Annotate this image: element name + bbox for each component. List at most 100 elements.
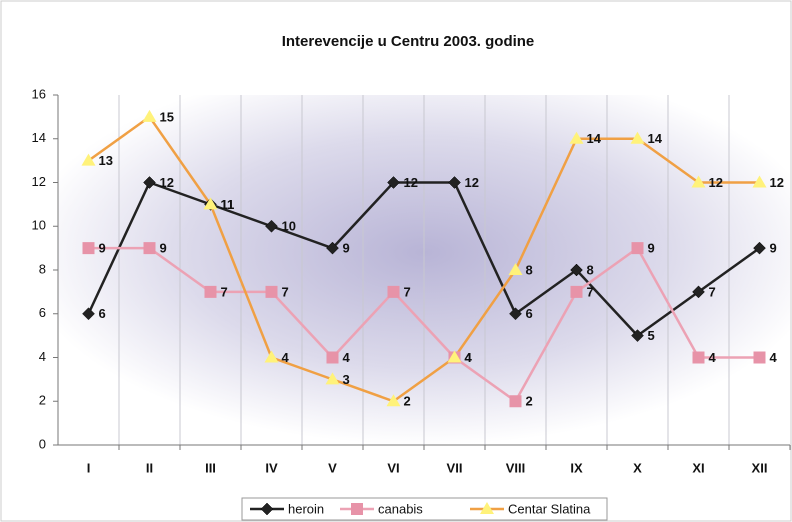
data-label: 9 <box>99 241 106 256</box>
marker <box>326 351 339 364</box>
marker <box>265 285 278 298</box>
marker <box>143 176 156 189</box>
y-tick-label: 16 <box>32 86 46 101</box>
data-label: 4 <box>343 350 351 365</box>
x-tick-label: XII <box>752 460 768 475</box>
data-label: 14 <box>587 131 602 146</box>
marker <box>142 109 157 122</box>
marker <box>326 241 339 255</box>
marker <box>569 131 584 144</box>
legend-marker <box>260 502 274 516</box>
marker <box>691 175 706 188</box>
data-label: 11 <box>221 197 235 212</box>
data-label: 4 <box>770 350 778 365</box>
data-label: 7 <box>587 284 594 299</box>
marker <box>387 176 400 189</box>
marker <box>448 176 461 189</box>
legend-label: Centar Slatina <box>508 501 591 516</box>
data-label: 9 <box>160 241 167 256</box>
x-tick-label: IX <box>570 460 583 475</box>
x-tick-label: V <box>328 460 337 475</box>
marker <box>265 219 278 233</box>
marker <box>203 197 218 210</box>
marker <box>509 395 522 408</box>
data-label: 2 <box>526 394 533 409</box>
data-label: 6 <box>526 306 533 321</box>
marker <box>82 307 95 321</box>
series-line <box>87 115 760 403</box>
data-label: 12 <box>404 175 418 190</box>
marker <box>570 263 583 277</box>
chart-title: Interevencije u Centru 2003. godine <box>282 33 535 50</box>
y-tick-label: 6 <box>39 305 46 320</box>
data-label: 9 <box>648 241 655 256</box>
marker <box>753 351 766 364</box>
legend-marker <box>351 503 363 515</box>
data-label: 4 <box>465 350 473 365</box>
x-tick-label: VIII <box>506 460 526 475</box>
marker <box>630 131 645 144</box>
legend-label: heroin <box>288 501 324 516</box>
data-label: 8 <box>526 262 533 277</box>
data-label: 4 <box>465 350 473 365</box>
data-label: 7 <box>221 284 228 299</box>
data-label: 4 <box>709 350 717 365</box>
series-line <box>87 180 761 338</box>
x-tick-label: I <box>87 460 91 475</box>
data-label: 7 <box>404 284 411 299</box>
data-label: 12 <box>770 175 784 190</box>
x-tick-label: XI <box>692 460 704 475</box>
marker <box>325 372 340 385</box>
marker <box>387 285 400 298</box>
marker <box>631 329 644 342</box>
y-tick-label: 4 <box>39 349 46 364</box>
legend-marker <box>480 502 494 514</box>
data-label: 11 <box>221 197 235 212</box>
data-label: 14 <box>648 131 663 146</box>
data-label: 15 <box>160 109 174 124</box>
data-label: 10 <box>282 219 296 234</box>
data-label: 13 <box>99 153 113 168</box>
marker <box>631 242 644 255</box>
x-tick-label: X <box>633 460 642 475</box>
x-tick-label: II <box>146 460 153 475</box>
data-label: 7 <box>709 284 716 299</box>
marker <box>204 285 217 298</box>
marker <box>82 242 95 255</box>
series-line <box>88 246 760 404</box>
marker <box>264 350 279 363</box>
data-label: 9 <box>770 241 777 256</box>
y-tick-label: 2 <box>39 393 46 408</box>
x-tick-label: VI <box>387 460 399 475</box>
marker <box>692 351 705 364</box>
x-tick-label: IV <box>265 460 278 475</box>
marker <box>143 242 156 255</box>
marker <box>386 394 401 407</box>
data-label: 6 <box>99 306 106 321</box>
marker <box>447 350 462 363</box>
marker <box>570 285 583 298</box>
data-label: 4 <box>282 350 290 365</box>
data-label: 12 <box>465 175 479 190</box>
legend-label: canabis <box>378 501 423 516</box>
data-label: 2 <box>404 394 411 409</box>
data-label: 8 <box>587 262 594 277</box>
data-label: 5 <box>648 328 655 343</box>
y-tick-label: 8 <box>39 261 46 276</box>
x-tick-label: VII <box>447 460 463 475</box>
data-label: 12 <box>709 175 723 190</box>
legend-box <box>241 497 608 521</box>
y-tick-label: 14 <box>32 130 46 145</box>
data-label: 7 <box>282 284 289 299</box>
y-tick-label: 10 <box>32 218 46 233</box>
x-tick-label: III <box>205 460 216 475</box>
data-label: 12 <box>160 175 174 190</box>
y-tick-label: 12 <box>32 174 46 189</box>
marker <box>692 285 705 299</box>
marker <box>509 307 522 321</box>
marker <box>753 241 766 255</box>
data-label: 3 <box>343 372 350 387</box>
marker <box>508 263 523 275</box>
data-label: 9 <box>343 241 350 256</box>
